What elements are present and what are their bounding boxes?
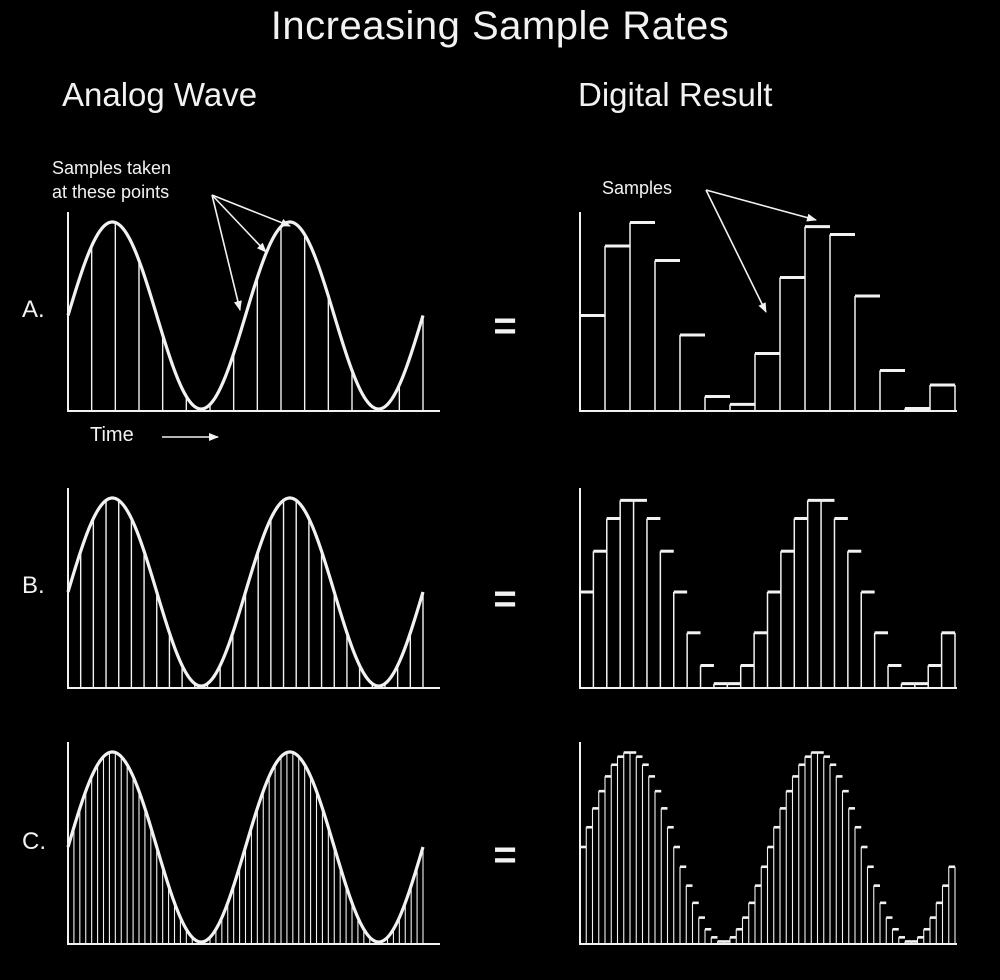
analog-samples-note-line2: at these points xyxy=(52,182,170,202)
analog-wave-header: Analog Wave xyxy=(62,76,258,113)
analog-panel-b xyxy=(66,488,440,689)
arrow-to-digital-sample-2 xyxy=(705,189,817,222)
digital-panel-a xyxy=(579,212,957,412)
digital-samples-note: Samples xyxy=(602,178,673,198)
annotation-arrows xyxy=(162,189,817,441)
row-label-c: C. xyxy=(22,828,46,855)
digital-panel-c xyxy=(579,742,957,945)
diagram-title: Increasing Sample Rates xyxy=(270,4,730,48)
analog-samples-note: Samples taken at these points xyxy=(52,156,171,204)
digital-panel-b xyxy=(579,488,957,689)
equals-sign: = xyxy=(493,304,516,348)
analog-waveform xyxy=(66,496,425,688)
row-c: = xyxy=(66,742,957,945)
arrow-to-sample-3 xyxy=(211,194,291,227)
analog-panel-c xyxy=(66,742,440,945)
analog-panel-a xyxy=(66,212,440,412)
analog-waveform xyxy=(66,220,425,411)
row-label-b: B. xyxy=(22,572,45,599)
equals-sign: = xyxy=(493,833,516,877)
equals-sign: = xyxy=(493,577,516,621)
row-a: = xyxy=(66,212,957,412)
analog-waveform xyxy=(66,750,425,944)
analog-samples-note-line1: Samples taken xyxy=(52,158,172,178)
row-label-a: A. xyxy=(22,296,45,323)
arrow-to-digital-sample-1 xyxy=(705,189,767,313)
arrow-to-sample-2 xyxy=(211,194,267,253)
arrow-to-sample-1 xyxy=(211,194,242,311)
row-b: = xyxy=(66,488,957,689)
digital-result-header: Digital Result xyxy=(578,76,773,113)
time-axis-label: Time xyxy=(90,424,134,446)
